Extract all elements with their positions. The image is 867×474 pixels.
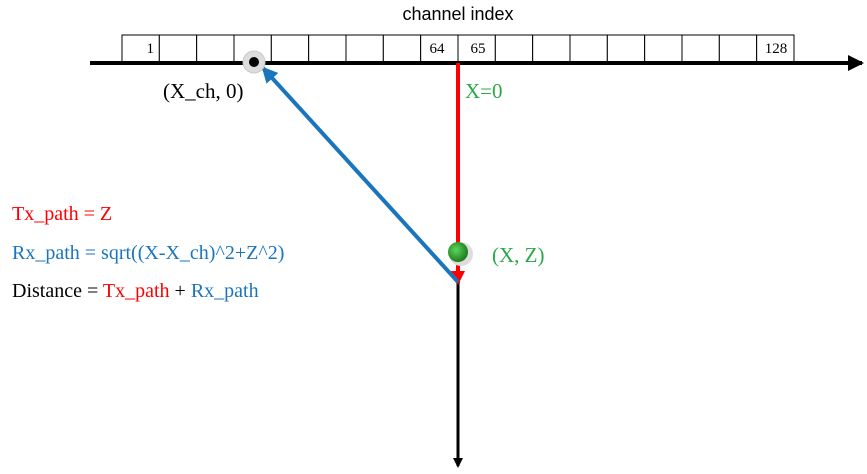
distance-rx-term: Rx_path xyxy=(190,280,259,302)
channel-cell xyxy=(345,34,384,63)
channel-label-64: 64 xyxy=(430,41,446,57)
diagram-title: channel index xyxy=(402,4,513,24)
distance-prefix: Distance = xyxy=(12,280,103,302)
channel-cell xyxy=(532,34,571,63)
distance-plus: + xyxy=(169,280,191,302)
channel-label-first: 1 xyxy=(147,41,155,57)
channel-cell xyxy=(196,34,235,63)
channel-cell xyxy=(158,34,198,63)
channel-cell xyxy=(308,34,347,63)
distance-equation: Distance = Tx_path + Rx_path xyxy=(12,280,259,303)
channel-label-65: 65 xyxy=(471,41,486,57)
channel-point xyxy=(242,50,266,74)
channel-cell xyxy=(718,34,758,63)
distance-tx-term: Tx_path xyxy=(102,280,170,302)
target-point-label: (X, Z) xyxy=(492,243,544,267)
channel-cell xyxy=(382,34,422,63)
transducer-array xyxy=(121,34,795,63)
channel-cell xyxy=(121,34,160,63)
target-point xyxy=(448,242,473,266)
channel-cell xyxy=(569,34,608,63)
channel-point-label: (X_ch, 0) xyxy=(163,79,243,103)
rx-path-equation: Rx_path = sqrt((X-X_ch)^2+Z^2) xyxy=(12,242,285,264)
rx-path-arrow xyxy=(261,66,460,284)
channel-cell xyxy=(494,34,534,63)
channel-cell xyxy=(644,34,683,63)
tx-path-equation: Tx_path = Z xyxy=(12,203,113,225)
channel-label-last: 128 xyxy=(765,41,788,57)
channel-cell xyxy=(606,34,646,63)
origin-label: X=0 xyxy=(465,79,503,103)
channel-cell xyxy=(681,34,720,63)
channel-cell xyxy=(270,34,310,63)
